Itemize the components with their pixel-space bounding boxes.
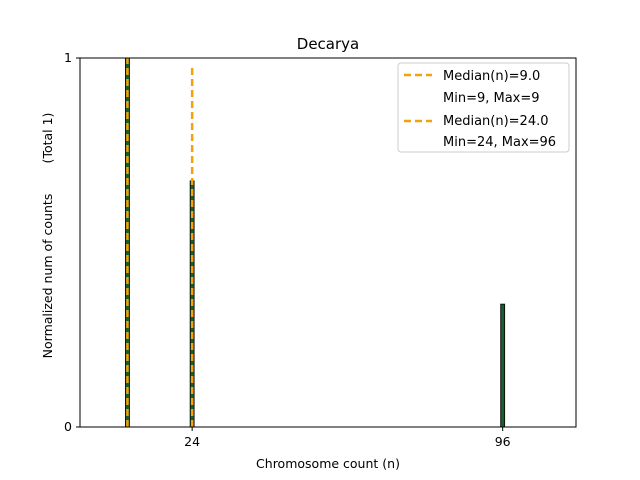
x-axis-label: Chromosome count (n) (256, 456, 400, 471)
legend-box (397, 62, 570, 153)
x-axis: 24 96 (184, 427, 511, 449)
legend-median-9-label: Median(n)=9.0 (443, 69, 540, 84)
legend-median-24-label: Median(n)=24.0 (443, 114, 549, 129)
chart-title: Decarya (297, 35, 359, 53)
x-tick-label-96: 96 (495, 434, 511, 449)
y-tick-label-1: 1 (64, 50, 72, 65)
y-tick-label-0: 0 (64, 419, 72, 434)
plot-frame (79, 57, 577, 428)
legend-range-24-label: Min=24, Max=96 (443, 135, 556, 150)
y-axis: 01 (64, 50, 80, 434)
legend-range-9-label: Min=9, Max=9 (443, 91, 540, 106)
y-axis-total-label: (Total 1) (40, 113, 55, 164)
median-lines-layer (126, 58, 194, 427)
x-tick-label-24: 24 (184, 434, 200, 449)
legend: Median(n)=9.0 Min=9, Max=9 Median(n)=24.… (397, 62, 570, 153)
y-axis-label: Normalized num of counts (40, 194, 55, 359)
bar-96 (500, 303, 506, 428)
